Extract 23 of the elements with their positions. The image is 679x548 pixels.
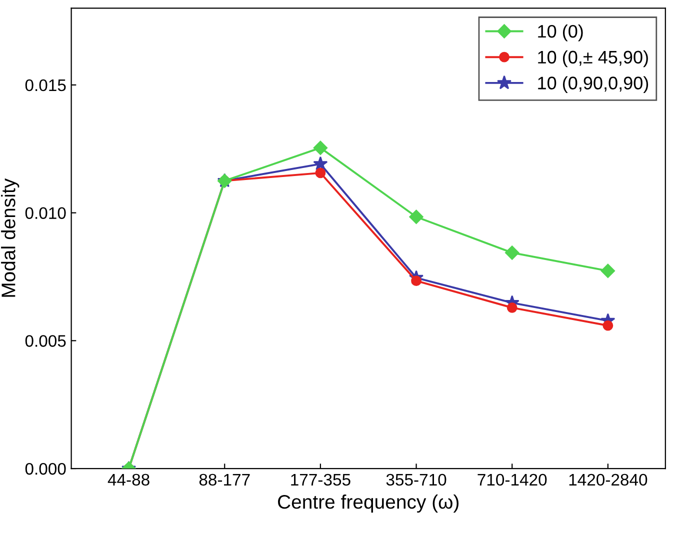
point xyxy=(313,140,328,155)
x-tick-label: 44-88 xyxy=(108,474,150,486)
point xyxy=(600,264,615,278)
x-tick-label: 355-710 xyxy=(386,474,446,486)
x-tick-label: 1420-2840 xyxy=(569,474,648,486)
y-tick-label: 0.010 xyxy=(25,207,66,220)
legend-label: 10 (0,± 45,90) xyxy=(538,50,648,68)
point xyxy=(505,246,520,260)
point xyxy=(506,302,518,313)
x-tick-label: 177-355 xyxy=(291,474,350,486)
y-tick-label: 0.000 xyxy=(25,462,66,475)
legend-label: 10 (0) xyxy=(538,24,583,42)
point xyxy=(313,156,328,170)
y-tick-label: 0.015 xyxy=(25,79,66,92)
y-axis-title: Modal density xyxy=(1,178,20,297)
x-axis-title: Centre frequency (ω) xyxy=(278,494,458,513)
legend-label: 10 (0,90,0,90) xyxy=(538,76,648,94)
point xyxy=(602,320,614,331)
point xyxy=(409,210,424,224)
point xyxy=(315,168,326,178)
y-tick-label: 0.005 xyxy=(25,335,66,347)
x-tick-label: 88-177 xyxy=(199,474,250,486)
x-tick-label: 710-1420 xyxy=(478,474,547,486)
